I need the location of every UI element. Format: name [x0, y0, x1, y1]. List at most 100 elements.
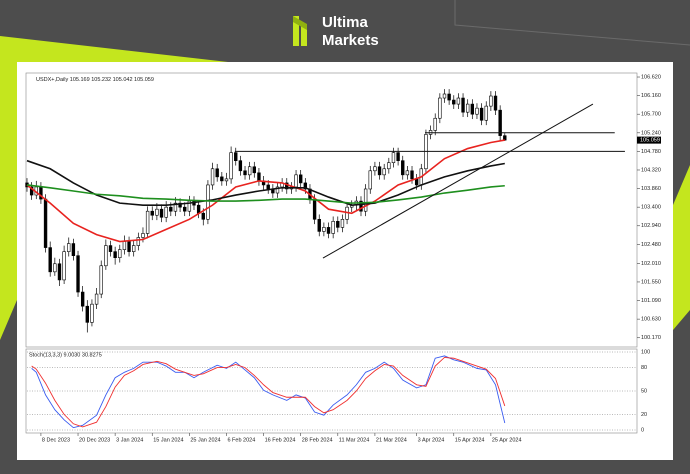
brand-name: Markets [322, 32, 379, 49]
candle-body [127, 241, 131, 252]
candle-body [145, 210, 150, 234]
candle-body [173, 202, 178, 212]
candle-body [57, 263, 62, 281]
candle-body [479, 107, 484, 121]
x-tick-label: 16 Feb 2024 [265, 437, 296, 443]
candle-body [484, 105, 488, 121]
y-tick-label: 104.320 [641, 167, 661, 173]
candle-body [266, 184, 270, 190]
candle-body [206, 184, 210, 220]
logo-fold [293, 16, 307, 30]
candle-body [475, 107, 479, 115]
candle-body [359, 200, 363, 212]
y-tick-label: 101.550 [641, 279, 661, 285]
price-label-box [637, 136, 661, 144]
candle-body [456, 97, 461, 105]
y-tick-label: 101.090 [641, 298, 661, 304]
candle-body [169, 206, 173, 212]
decor-line [454, 0, 690, 46]
candle-body [187, 200, 192, 212]
chart-panel [17, 62, 673, 460]
x-tick-label: 28 Feb 2024 [302, 437, 333, 443]
y-tick-label: 100.630 [641, 317, 661, 323]
candle-body [331, 221, 335, 234]
x-tick-label: 3 Apr 2024 [418, 437, 445, 443]
candle-body [294, 174, 298, 188]
candle-body [373, 166, 377, 172]
candle-body [136, 237, 141, 246]
y-tick-label: 102.940 [641, 223, 661, 229]
candle-body [43, 198, 48, 248]
candle-body [489, 95, 493, 107]
candle-body [438, 97, 442, 119]
candle-body [183, 206, 187, 212]
moving-average [26, 139, 505, 243]
candle-body [340, 218, 345, 228]
stoch-line [31, 355, 506, 429]
candle-body [62, 251, 66, 281]
candle-body [442, 93, 447, 99]
candle-body [363, 188, 368, 212]
y-tick-label: 105.700 [641, 112, 661, 118]
brand-name: Ultima [322, 14, 369, 31]
candle-body [164, 206, 168, 218]
y-tick-label: 106.620 [641, 74, 661, 80]
candle-body [317, 218, 321, 232]
candle-body [215, 168, 219, 178]
candle-body [285, 182, 289, 190]
candle-body [326, 227, 331, 234]
candle-body [155, 208, 159, 216]
y-tick-label: 103.400 [641, 205, 661, 211]
candle-body [178, 202, 182, 208]
y-tick-label: 103.860 [641, 186, 661, 192]
x-tick-label: 3 Jan 2024 [116, 437, 143, 443]
trend-line [322, 103, 594, 259]
stoch-tick-label: 80 [641, 365, 647, 371]
candle-body [201, 212, 205, 220]
y-tick-label: 100.170 [641, 335, 661, 341]
candle-body [275, 186, 280, 194]
candle-body [67, 243, 71, 252]
candle-body [452, 99, 456, 105]
stoch-line [31, 356, 506, 428]
accent-right [673, 165, 690, 330]
candle-body [71, 243, 76, 256]
candle-body [229, 152, 233, 180]
candle-body [382, 168, 386, 176]
candle-body [113, 251, 117, 258]
candle-body [94, 293, 99, 305]
candle-body [80, 291, 85, 307]
x-tick-label: 8 Dec 2023 [42, 437, 70, 443]
candle-body [257, 172, 261, 182]
candle-body [85, 305, 89, 323]
candle-body [433, 117, 437, 131]
candle-body [322, 227, 326, 232]
candle-body [465, 103, 470, 113]
ohlc-close: 105.059 [134, 77, 154, 83]
x-tick-label: 25 Apr 2024 [492, 437, 522, 443]
y-tick-label: 102.480 [641, 242, 661, 248]
x-tick-label: 25 Jan 2024 [190, 437, 220, 443]
candle-body [401, 160, 405, 176]
candle-body [391, 152, 396, 164]
candle-body [312, 198, 317, 220]
candle-body [396, 152, 400, 161]
stoch-header: Stoch(13,3,3) 9.0030 30.8275 [29, 352, 102, 358]
candle-body [493, 95, 498, 111]
stoch-tick-label: 100 [641, 349, 650, 355]
main-frame [25, 72, 638, 348]
candle-body [405, 170, 410, 176]
candle-body [53, 263, 57, 273]
moving-average [26, 159, 505, 206]
x-tick-label: 11 Mar 2024 [339, 437, 369, 443]
candle-body [210, 168, 215, 186]
candle-body [159, 208, 164, 218]
x-tick-label: 20 Dec 2023 [79, 437, 110, 443]
candle-body [224, 178, 229, 182]
candle-body [99, 265, 103, 295]
candle-body [108, 245, 113, 252]
y-tick-label: 102.010 [641, 261, 661, 267]
candle-body [29, 186, 34, 196]
candle-body [252, 166, 256, 174]
